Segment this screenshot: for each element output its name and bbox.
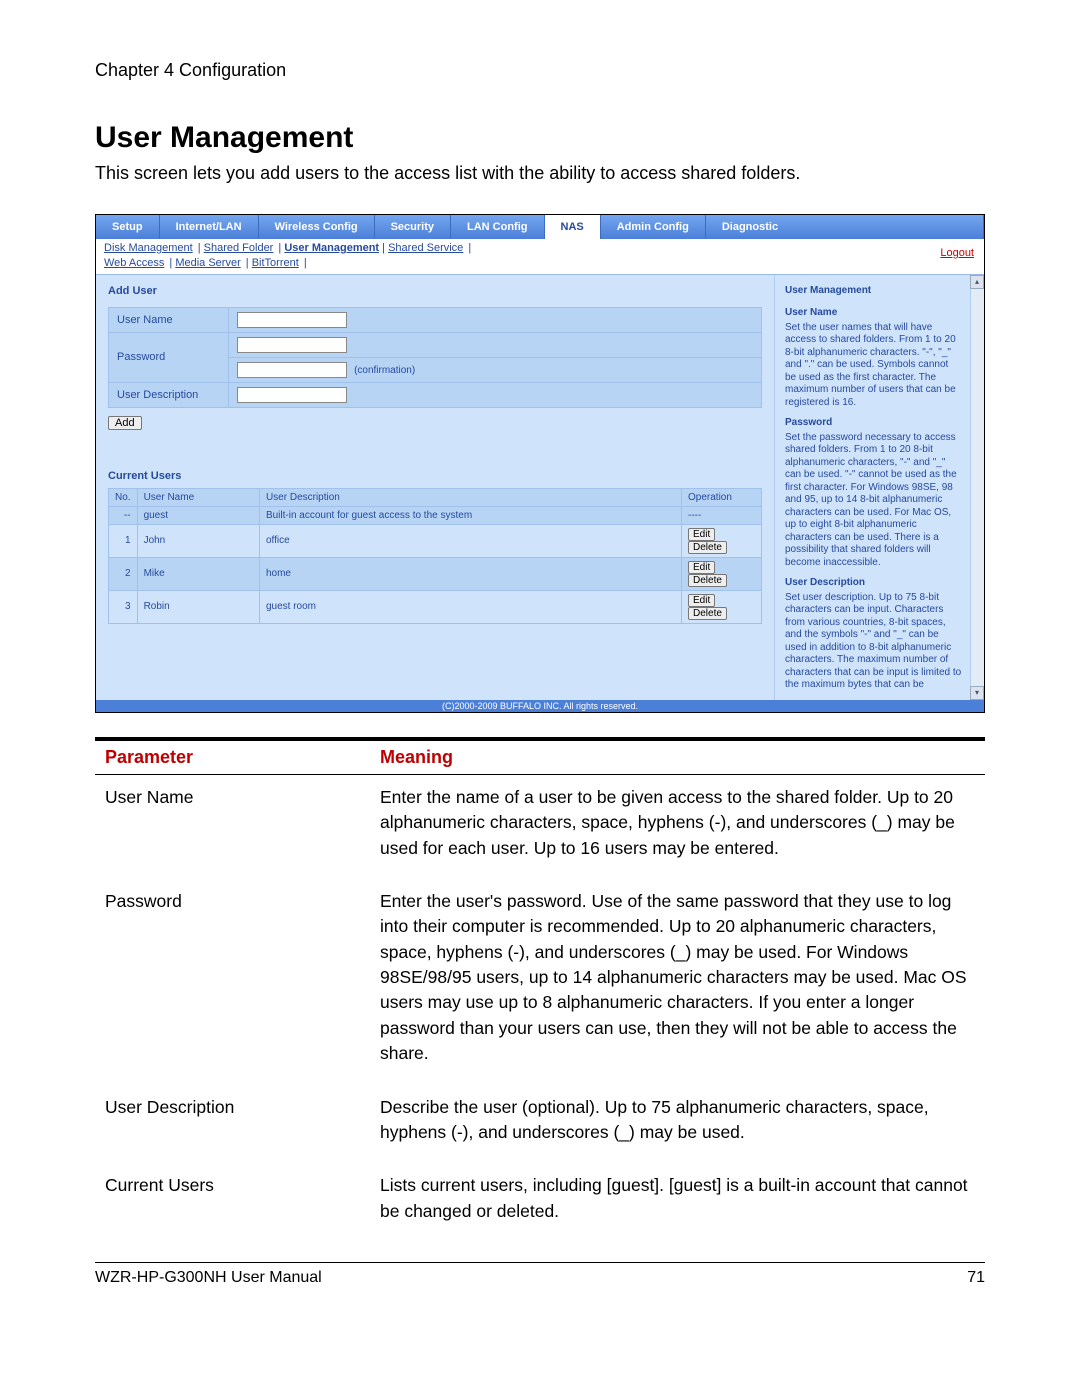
cell-username: Robin (137, 590, 259, 623)
page-footer: WZR-HP-G300NH User Manual 71 (95, 1262, 985, 1287)
footer-left: WZR-HP-G300NH User Manual (95, 1269, 322, 1287)
cell-op: EditDelete (682, 524, 762, 557)
current-users-table: No. User Name User Description Operation… (108, 488, 762, 624)
help-username-title: User Name (785, 307, 978, 320)
nav-diagnostic[interactable]: Diagnostic (706, 215, 984, 239)
param-name: Current Users (105, 1173, 380, 1224)
input-username[interactable] (237, 312, 347, 328)
cell-username: John (137, 524, 259, 557)
input-password[interactable] (237, 337, 347, 353)
help-pane: ▴ ▾ User Management User Name Set the us… (774, 275, 984, 700)
cell-desc: office (259, 524, 681, 557)
label-password: Password (109, 332, 229, 382)
subnav-disk[interactable]: Disk Management (104, 242, 193, 254)
th-operation: Operation (682, 488, 762, 506)
param-row: Current Users Lists current users, inclu… (95, 1163, 985, 1242)
help-password-title: Password (785, 417, 978, 430)
th-username: User Name (137, 488, 259, 506)
param-name: User Description (105, 1095, 380, 1146)
nav-admin[interactable]: Admin Config (601, 215, 706, 239)
cell-desc: guest room (259, 590, 681, 623)
delete-button[interactable]: Delete (688, 574, 727, 587)
th-no: No. (109, 488, 138, 506)
th-userdesc: User Description (259, 488, 681, 506)
table-row: 2 Mike home EditDelete (109, 557, 762, 590)
logout-link[interactable]: Logout (940, 247, 974, 259)
scrollbar[interactable] (970, 289, 984, 686)
delete-button[interactable]: Delete (688, 607, 727, 620)
table-row: 3 Robin guest room EditDelete (109, 590, 762, 623)
sub-nav: Disk Management | Shared Folder | User M… (96, 239, 984, 275)
nav-nas[interactable]: NAS (545, 215, 601, 239)
page-title: User Management (95, 121, 985, 155)
label-username: User Name (109, 307, 229, 332)
cell-op: EditDelete (682, 590, 762, 623)
help-desc-title: User Description (785, 577, 978, 590)
scroll-down-icon[interactable]: ▾ (970, 686, 984, 700)
label-userdesc: User Description (109, 382, 229, 407)
top-nav: Setup Internet/LAN Wireless Config Secur… (96, 215, 984, 239)
edit-button[interactable]: Edit (688, 594, 715, 607)
param-meaning: Enter the user's password. Use of the sa… (380, 889, 975, 1067)
left-pane: Add User User Name Password (confirmatio… (96, 275, 774, 700)
param-name: Password (105, 889, 380, 1067)
chapter-label: Chapter 4 Configuration (95, 60, 985, 81)
param-table-header: Parameter Meaning (95, 741, 985, 774)
subnav-web[interactable]: Web Access (104, 257, 164, 269)
nav-setup[interactable]: Setup (96, 215, 160, 239)
param-row: Password Enter the user's password. Use … (95, 879, 985, 1085)
input-userdesc[interactable] (237, 387, 347, 403)
help-title: User Management (785, 285, 978, 298)
scroll-up-icon[interactable]: ▴ (970, 275, 984, 289)
col-meaning: Meaning (380, 747, 453, 768)
help-username-text: Set the user names that will have access… (785, 322, 978, 410)
screenshot-region: Setup Internet/LAN Wireless Config Secur… (95, 214, 985, 713)
help-password-text: Set the password necessary to access sha… (785, 432, 978, 570)
cell-desc: Built-in account for guest access to the… (259, 506, 681, 524)
nav-wireless[interactable]: Wireless Config (259, 215, 375, 239)
edit-button[interactable]: Edit (688, 528, 715, 541)
cell-no: -- (109, 506, 138, 524)
copyright-bar: (C)2000-2009 BUFFALO INC. All rights res… (96, 700, 984, 712)
add-user-form: User Name Password (confirmation) User D… (108, 307, 762, 408)
table-row: -- guest Built-in account for guest acce… (109, 506, 762, 524)
subnav-usermgmt[interactable]: User Management (284, 242, 379, 254)
subnav-service[interactable]: Shared Service (388, 242, 463, 254)
table-row: 1 John office EditDelete (109, 524, 762, 557)
cell-no: 3 (109, 590, 138, 623)
intro-text: This screen lets you add users to the ac… (95, 163, 985, 184)
nav-security[interactable]: Security (375, 215, 451, 239)
footer-right: 71 (967, 1269, 985, 1287)
edit-button[interactable]: Edit (688, 561, 715, 574)
subnav-bt[interactable]: BitTorrent (252, 257, 299, 269)
help-desc-text: Set user description. Up to 75 8-bit cha… (785, 592, 978, 692)
subnav-shared[interactable]: Shared Folder (204, 242, 274, 254)
param-meaning: Describe the user (optional). Up to 75 a… (380, 1095, 975, 1146)
cell-username: guest (137, 506, 259, 524)
delete-button[interactable]: Delete (688, 541, 727, 554)
param-name: User Name (105, 785, 380, 861)
cell-no: 2 (109, 557, 138, 590)
add-user-heading: Add User (108, 285, 762, 297)
subnav-media[interactable]: Media Server (175, 257, 240, 269)
param-meaning: Enter the name of a user to be given acc… (380, 785, 975, 861)
cell-no: 1 (109, 524, 138, 557)
cell-op: ---- (682, 506, 762, 524)
col-parameter: Parameter (105, 747, 380, 768)
param-meaning: Lists current users, including [guest]. … (380, 1173, 975, 1224)
label-confirmation: (confirmation) (354, 365, 415, 376)
nav-internet-lan[interactable]: Internet/LAN (160, 215, 259, 239)
add-button[interactable]: Add (108, 416, 142, 430)
param-row: User Name Enter the name of a user to be… (95, 775, 985, 879)
cell-op: EditDelete (682, 557, 762, 590)
nav-lan-config[interactable]: LAN Config (451, 215, 544, 239)
current-users-heading: Current Users (108, 470, 762, 482)
input-password-confirm[interactable] (237, 362, 347, 378)
cell-desc: home (259, 557, 681, 590)
cell-username: Mike (137, 557, 259, 590)
param-row: User Description Describe the user (opti… (95, 1085, 985, 1164)
